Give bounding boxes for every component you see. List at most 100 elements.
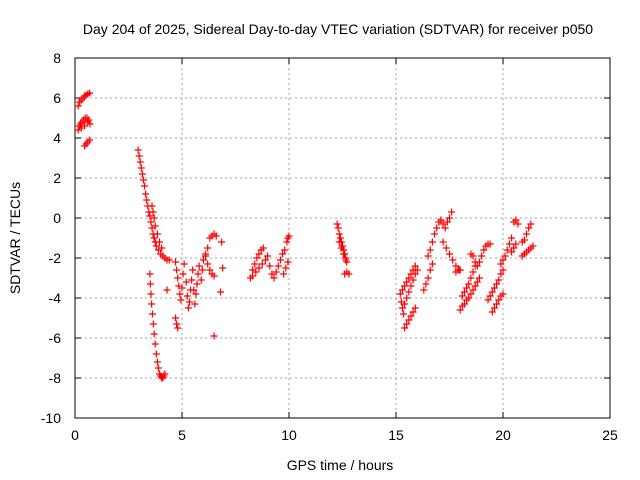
data-point xyxy=(499,266,507,274)
data-point xyxy=(512,240,520,248)
data-point xyxy=(152,242,160,250)
data-point xyxy=(456,306,464,314)
data-point xyxy=(280,270,288,278)
data-point xyxy=(448,208,456,216)
y-tick-label: 8 xyxy=(53,50,61,66)
x-axis-label: GPS time / hours xyxy=(287,457,394,473)
data-point xyxy=(437,216,445,224)
data-point xyxy=(428,260,436,268)
data-point xyxy=(337,244,345,252)
data-point xyxy=(493,280,501,288)
data-point xyxy=(398,304,406,312)
data-point xyxy=(151,222,159,230)
data-point xyxy=(469,286,477,294)
data-point xyxy=(490,284,498,292)
data-point xyxy=(490,304,498,312)
data-point xyxy=(188,276,196,284)
data-point xyxy=(204,260,212,268)
data-point xyxy=(424,252,432,260)
data-point xyxy=(460,300,468,308)
data-point xyxy=(81,122,89,130)
data-point xyxy=(433,224,441,232)
data-point xyxy=(426,246,434,254)
data-point xyxy=(514,220,522,228)
data-point xyxy=(86,136,94,144)
data-point xyxy=(202,252,210,260)
data-point xyxy=(426,266,434,274)
data-point xyxy=(398,286,406,294)
data-point xyxy=(486,240,494,248)
data-point xyxy=(411,262,419,270)
data-point xyxy=(165,256,173,264)
data-point xyxy=(143,196,151,204)
data-point xyxy=(488,288,496,296)
data-point xyxy=(460,288,468,296)
data-point xyxy=(493,300,501,308)
data-point xyxy=(529,242,537,250)
data-point xyxy=(148,310,156,318)
data-point xyxy=(527,220,535,228)
plot-frame xyxy=(74,57,611,419)
y-tick-label: 0 xyxy=(53,210,61,226)
data-point xyxy=(197,276,205,284)
data-point xyxy=(266,262,274,270)
data-point xyxy=(401,324,409,332)
data-point xyxy=(403,278,411,286)
data-point xyxy=(259,244,267,252)
data-point xyxy=(284,258,292,266)
data-point xyxy=(198,266,206,274)
x-tick-label: 5 xyxy=(178,427,186,443)
data-point xyxy=(84,90,92,98)
data-point xyxy=(508,234,516,242)
data-point xyxy=(345,270,353,278)
data-point xyxy=(401,282,409,290)
data-point xyxy=(439,220,447,228)
data-point xyxy=(469,268,477,276)
data-point xyxy=(403,320,411,328)
data-point xyxy=(497,260,505,268)
data-point xyxy=(467,274,475,282)
data-point xyxy=(473,278,481,286)
data-point xyxy=(204,244,212,252)
data-point xyxy=(411,270,419,278)
data-point xyxy=(153,358,161,366)
y-tick-label: 2 xyxy=(53,170,61,186)
data-point xyxy=(420,286,428,294)
data-point xyxy=(134,146,142,154)
data-point xyxy=(150,214,158,222)
data-point xyxy=(199,256,207,264)
data-point xyxy=(495,276,503,284)
chart-title: Day 204 of 2025, Sidereal Day-to-day VTE… xyxy=(83,21,593,37)
data-point xyxy=(336,234,344,242)
data-point xyxy=(499,290,507,298)
data-point xyxy=(272,268,280,276)
data-point xyxy=(446,250,453,258)
data-point xyxy=(508,248,516,256)
data-point xyxy=(191,300,199,308)
data-point xyxy=(135,152,143,160)
data-point xyxy=(173,320,181,328)
data-point xyxy=(422,280,430,288)
data-point xyxy=(173,266,181,274)
data-point xyxy=(441,224,449,232)
data-point xyxy=(407,282,415,290)
data-point xyxy=(158,244,166,252)
grid-lines xyxy=(75,58,610,418)
data-point xyxy=(178,284,186,292)
data-point xyxy=(217,288,225,296)
data-point xyxy=(333,220,341,228)
data-point xyxy=(525,224,533,232)
data-point xyxy=(488,308,496,316)
data-point xyxy=(335,230,343,238)
x-tick-label: 0 xyxy=(71,427,79,443)
y-tick-label: -4 xyxy=(49,290,62,306)
data-point xyxy=(212,232,220,240)
data-point xyxy=(152,350,160,358)
data-point xyxy=(74,102,82,110)
data-point xyxy=(174,324,182,332)
data-point xyxy=(455,266,463,274)
data-point xyxy=(147,218,155,226)
data-point xyxy=(253,254,261,262)
data-point xyxy=(276,256,284,264)
data-point xyxy=(252,268,260,276)
